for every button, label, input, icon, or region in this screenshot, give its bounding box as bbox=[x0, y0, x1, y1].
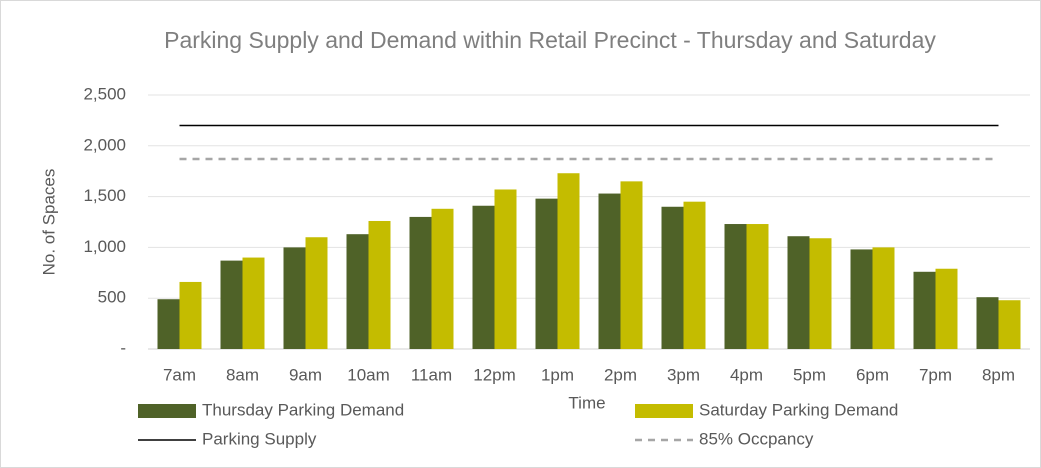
bar bbox=[557, 173, 580, 349]
y-tick-label: 500 bbox=[98, 288, 126, 307]
bar bbox=[598, 193, 621, 349]
bar bbox=[305, 237, 328, 349]
x-tick-label: 5pm bbox=[793, 365, 826, 384]
x-tick-label: 1pm bbox=[541, 365, 574, 384]
legend-label: Thursday Parking Demand bbox=[202, 400, 404, 419]
bar bbox=[242, 257, 265, 349]
x-tick-label: 4pm bbox=[730, 365, 763, 384]
bar bbox=[472, 205, 495, 349]
x-axis-title: Time bbox=[568, 393, 605, 412]
x-tick-label: 7pm bbox=[919, 365, 952, 384]
bar bbox=[494, 189, 517, 349]
bar bbox=[998, 300, 1021, 349]
bar bbox=[809, 238, 832, 349]
bar bbox=[368, 220, 391, 349]
y-tick-label: 2,500 bbox=[83, 84, 126, 103]
y-tick-label: 2,000 bbox=[83, 135, 126, 154]
bar bbox=[157, 299, 180, 349]
x-tick-label: 6pm bbox=[856, 365, 889, 384]
legend-label: Saturday Parking Demand bbox=[699, 400, 898, 419]
bar bbox=[346, 234, 369, 349]
bar bbox=[935, 268, 958, 349]
x-tick-label: 12pm bbox=[473, 365, 516, 384]
x-tick-label: 7am bbox=[163, 365, 196, 384]
y-tick-label: 1,000 bbox=[83, 237, 126, 256]
chart-title: Parking Supply and Demand within Retail … bbox=[164, 27, 936, 53]
bar bbox=[535, 198, 558, 349]
bar bbox=[179, 281, 202, 349]
bar bbox=[431, 208, 454, 349]
legend-swatch bbox=[635, 404, 693, 418]
x-tick-label: 8pm bbox=[982, 365, 1015, 384]
bar bbox=[220, 260, 243, 349]
bar bbox=[724, 224, 747, 349]
x-tick-label: 11am bbox=[411, 365, 452, 384]
bar bbox=[683, 201, 706, 349]
x-tick-label: 3pm bbox=[667, 365, 700, 384]
bar bbox=[976, 297, 999, 349]
bar bbox=[913, 271, 936, 349]
x-tick-label: 9am bbox=[289, 365, 322, 384]
x-tick-label: 8am bbox=[226, 365, 259, 384]
y-tick-label: 1,500 bbox=[83, 186, 126, 205]
bar bbox=[850, 249, 873, 349]
x-tick-label: 2pm bbox=[604, 365, 637, 384]
y-tick-label: - bbox=[120, 338, 126, 357]
bar bbox=[872, 247, 895, 349]
bar bbox=[661, 206, 684, 349]
y-axis-title: No. of Spaces bbox=[39, 169, 58, 276]
bar bbox=[620, 181, 643, 349]
bar bbox=[787, 236, 810, 349]
bar bbox=[746, 224, 769, 349]
legend-swatch bbox=[138, 404, 196, 418]
bar bbox=[283, 247, 306, 349]
x-tick-label: 10am bbox=[347, 365, 390, 384]
legend-label: Parking Supply bbox=[202, 429, 317, 448]
bar bbox=[409, 216, 432, 349]
legend-label: 85% Occpancy bbox=[699, 429, 814, 448]
